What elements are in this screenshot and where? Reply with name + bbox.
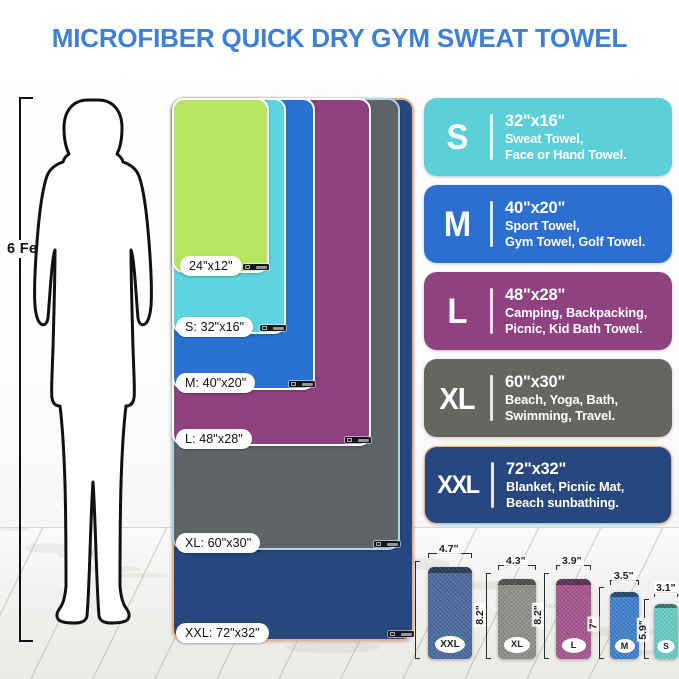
dim-width-label-s: 3.1" [654,582,678,594]
dim-height-label-s: 5.9" [636,618,649,642]
person-silhouette-icon [33,98,153,625]
page-title: MICROFIBER QUICK DRY GYM SWEAT TOWEL [51,25,628,53]
roll-badge-l: L [561,638,586,653]
legend-card-m[interactable]: M 40"x20" Sport Towel, Gym Towel, Golf T… [424,185,672,263]
dim-width-label-xxl: 4.7" [437,543,461,555]
dim-height-label-m: 7" [587,616,600,632]
legend-desc-xxl-line1: Blanket, Picnic Mat, [506,478,625,494]
legend-divider [490,114,493,160]
legend-desc-xl-line2: Swimming, Travel. [505,407,615,423]
legend-desc-l-line2: Picnic, Kid Bath Towel. [505,320,643,336]
legend-size-s: S [446,117,468,157]
legend-size-xxl: XXL [437,470,480,499]
legend-divider [490,288,493,334]
dim-width-label-l: 3.9" [560,555,584,567]
towel-green[interactable] [172,98,269,273]
roll-badge-s: S [657,640,675,653]
dim-height-bracket-xl [486,573,491,659]
legend-divider [490,375,493,421]
floor-grain [0,527,30,531]
dim-height-bracket-xxl [415,561,420,659]
towel-tag-xl [374,541,400,547]
towel-stack: 24"x12" S: 32"x16" M: 40"x20" L: 48"x28"… [172,98,417,643]
floor-grain [627,650,660,655]
legend-dimensions-s: 32"x16" [505,111,566,130]
floor-grain [114,573,170,578]
roll-body-m: M [610,592,639,659]
legend-dimensions-xl: 60"x30" [505,372,566,391]
legend-desc-l-line1: Camping, Backpacking, [505,304,648,320]
dim-width-label-xl: 4.3" [504,555,528,567]
roll-body-xxl: XXL [428,567,472,659]
towel-label-s: S: 32"x16" [176,317,254,337]
roll-body-xl: XL [498,579,536,659]
towel-tag-s [260,325,286,331]
legend-divider [491,462,494,508]
towel-tag-xxl [388,631,414,637]
towel-label-green: 24"x12" [180,256,242,276]
dim-height-label-l: 8.2" [531,603,544,627]
size-legend: S 32"x16" Sweat Towel, Face or Hand Towe… [424,98,672,533]
rolled-towel-m[interactable]: 3.5" 7" M [587,570,639,659]
roll-badge-xl: XL [504,637,530,653]
legend-desc-xxl-line2: Beach sunbathing. [506,494,619,510]
legend-card-xxl[interactable]: XXL 72"x32" Blanket, Picnic Mat, Beach s… [424,446,672,524]
dim-height-bracket-l [544,573,549,659]
dim-height-bracket-m [599,587,604,659]
legend-desc-m-line1: Sport Towel, [505,217,580,233]
rolled-towel-s[interactable]: 3.1" 5.9" S [636,582,678,659]
legend-size-m: M [443,204,471,244]
scale-reference: 6 Feet [0,92,176,652]
towel-tag-m [289,381,315,387]
legend-dimensions-m: 40"x20" [505,198,566,217]
towel-label-xxl: XXL: 72"x32" [176,623,269,643]
dim-width-label-m: 3.5" [612,570,636,582]
roll-badge-xxl: XXL [435,636,465,653]
roll-body-l: L [556,579,591,659]
roll-badge-m: M [614,639,635,653]
legend-dimensions-xxl: 72"x32" [506,459,567,478]
towel-label-m: M: 40"x20" [176,373,256,393]
floor-grain [513,604,590,608]
legend-dimensions-l: 48"x28" [505,285,566,304]
legend-divider [490,201,493,247]
legend-card-xl[interactable]: XL 60"x30" Beach, Yoga, Bath, Swimming, … [424,359,672,437]
towel-tag-l [345,437,371,443]
floor-grain [24,543,70,553]
floor-grain [285,642,380,653]
legend-desc-s-line2: Face or Hand Towel. [505,146,627,162]
legend-desc-xl-line1: Beach, Yoga, Bath, [505,391,618,407]
rolled-towel-xl[interactable]: 4.3" 8.2" XL [473,555,536,659]
legend-card-s[interactable]: S 32"x16" Sweat Towel, Face or Hand Towe… [424,98,672,176]
legend-size-xl: XL [439,380,475,416]
legend-desc-s-line1: Sweat Towel, [505,130,584,146]
height-bracket [19,97,33,642]
towel-label-xl: XL: 60"x30" [176,533,261,553]
towel-tag-green [243,264,269,270]
rolled-towel-xxl[interactable]: 4.7" 9.4" XXL [401,543,472,659]
legend-card-l[interactable]: L 48"x28" Camping, Backpacking, Picnic, … [424,272,672,350]
dim-height-label-xl: 8.2" [473,603,486,627]
floor-grain [456,581,520,589]
rolled-towel-l[interactable]: 3.9" 8.2" L [531,555,591,659]
legend-desc-m-line2: Gym Towel, Golf Towel. [505,233,646,249]
legend-size-l: L [447,291,467,331]
roll-body-s: S [654,604,678,659]
towel-label-l: L: 48"x28" [176,429,252,449]
rolled-towels-group: 4.7" 9.4" XXL 4.3" 8.2" XL 3.9" 8.2" L 3… [401,528,679,679]
